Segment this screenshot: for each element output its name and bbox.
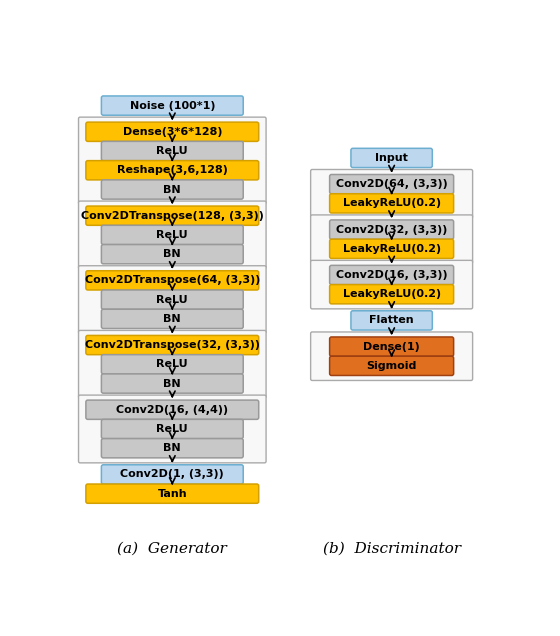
Text: Conv2DTranspose(64, (3,3)): Conv2DTranspose(64, (3,3)): [85, 275, 260, 286]
Text: BN: BN: [164, 378, 181, 389]
FancyBboxPatch shape: [330, 220, 454, 239]
FancyBboxPatch shape: [330, 239, 454, 258]
FancyBboxPatch shape: [101, 290, 243, 309]
Text: Conv2DTranspose(32, (3,3)): Conv2DTranspose(32, (3,3)): [85, 340, 260, 350]
FancyBboxPatch shape: [101, 355, 243, 374]
FancyBboxPatch shape: [101, 439, 243, 458]
FancyBboxPatch shape: [101, 96, 243, 115]
FancyBboxPatch shape: [351, 311, 432, 330]
Text: LeakyReLU(0.2): LeakyReLU(0.2): [343, 244, 441, 254]
FancyBboxPatch shape: [86, 484, 259, 503]
FancyBboxPatch shape: [86, 206, 259, 225]
FancyBboxPatch shape: [101, 245, 243, 264]
FancyBboxPatch shape: [86, 161, 259, 180]
Text: Dense(3*6*128): Dense(3*6*128): [123, 127, 222, 137]
Text: (a)  Generator: (a) Generator: [118, 542, 227, 556]
FancyBboxPatch shape: [311, 169, 473, 218]
FancyBboxPatch shape: [101, 309, 243, 329]
Text: ReLU: ReLU: [156, 146, 188, 156]
Text: Conv2D(16, (3,3)): Conv2D(16, (3,3)): [336, 270, 447, 280]
Text: ReLU: ReLU: [156, 359, 188, 370]
FancyBboxPatch shape: [311, 260, 473, 309]
Text: Conv2D(64, (3,3)): Conv2D(64, (3,3)): [336, 179, 447, 189]
FancyBboxPatch shape: [78, 117, 266, 204]
Text: Noise (100*1): Noise (100*1): [129, 100, 215, 111]
Text: Sigmoid: Sigmoid: [366, 361, 417, 371]
FancyBboxPatch shape: [330, 265, 454, 284]
Text: Conv2DTranspose(128, (3,3)): Conv2DTranspose(128, (3,3)): [81, 211, 264, 221]
FancyBboxPatch shape: [101, 180, 243, 199]
FancyBboxPatch shape: [101, 141, 243, 161]
FancyBboxPatch shape: [78, 331, 266, 398]
FancyBboxPatch shape: [86, 122, 259, 141]
Text: Conv2D(32, (3,3)): Conv2D(32, (3,3)): [336, 225, 447, 235]
FancyBboxPatch shape: [330, 284, 454, 304]
Text: ReLU: ReLU: [156, 424, 188, 434]
FancyBboxPatch shape: [330, 356, 454, 375]
Text: ReLU: ReLU: [156, 294, 188, 305]
Text: Tanh: Tanh: [157, 488, 187, 499]
FancyBboxPatch shape: [101, 465, 243, 484]
Text: BN: BN: [164, 184, 181, 195]
FancyBboxPatch shape: [330, 194, 454, 213]
Text: ReLU: ReLU: [156, 230, 188, 240]
Text: Input: Input: [375, 153, 408, 163]
FancyBboxPatch shape: [78, 266, 266, 333]
FancyBboxPatch shape: [86, 271, 259, 290]
FancyBboxPatch shape: [78, 395, 266, 463]
Text: Dense(1): Dense(1): [363, 342, 420, 352]
Text: Conv2D(1, (3,3)): Conv2D(1, (3,3)): [120, 469, 224, 480]
FancyBboxPatch shape: [101, 419, 243, 439]
FancyBboxPatch shape: [78, 201, 266, 269]
Text: Reshape(3,6,128): Reshape(3,6,128): [117, 165, 228, 176]
FancyBboxPatch shape: [101, 225, 243, 245]
FancyBboxPatch shape: [311, 332, 473, 380]
FancyBboxPatch shape: [351, 148, 432, 167]
FancyBboxPatch shape: [101, 374, 243, 393]
Text: BN: BN: [164, 249, 181, 259]
FancyBboxPatch shape: [86, 400, 259, 419]
Text: BN: BN: [164, 314, 181, 324]
Text: LeakyReLU(0.2): LeakyReLU(0.2): [343, 289, 441, 299]
FancyBboxPatch shape: [330, 174, 454, 194]
Text: LeakyReLU(0.2): LeakyReLU(0.2): [343, 198, 441, 209]
FancyBboxPatch shape: [311, 215, 473, 263]
Text: (b)  Discriminator: (b) Discriminator: [323, 542, 461, 556]
Text: Conv2D(16, (4,4)): Conv2D(16, (4,4)): [116, 404, 228, 415]
Text: BN: BN: [164, 443, 181, 453]
FancyBboxPatch shape: [86, 335, 259, 355]
Text: Flatten: Flatten: [369, 315, 414, 326]
FancyBboxPatch shape: [330, 337, 454, 356]
